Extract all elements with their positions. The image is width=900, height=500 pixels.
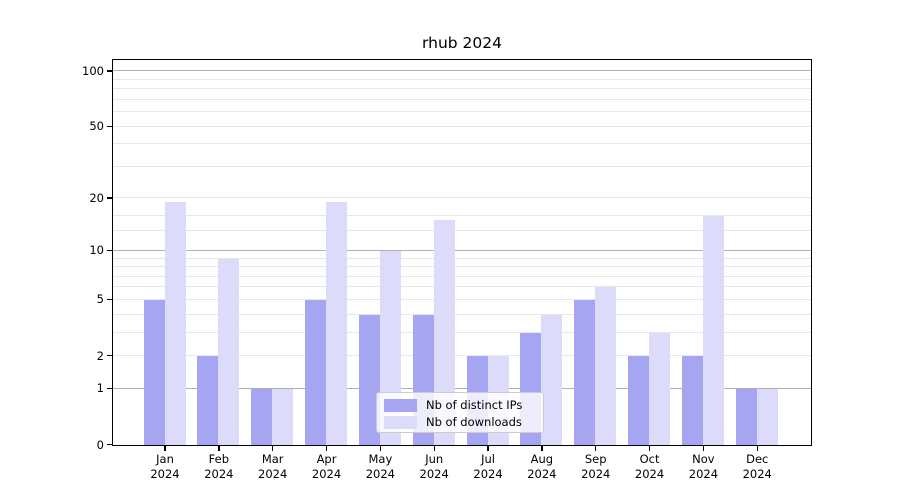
y-tick-label: 100 bbox=[82, 63, 104, 78]
y-tick-mark bbox=[107, 387, 112, 390]
gridline-minor bbox=[113, 98, 811, 100]
x-tick-mark bbox=[379, 446, 382, 451]
x-tick-mark bbox=[648, 446, 651, 451]
y-tick-label: 0 bbox=[96, 437, 104, 452]
legend-label-distinct-ips: Nb of distinct IPs bbox=[426, 398, 523, 412]
y-tick-mark bbox=[107, 249, 112, 252]
gridline-minor bbox=[113, 298, 811, 300]
y-tick-mark bbox=[107, 298, 112, 301]
gridline-minor bbox=[113, 125, 811, 127]
legend-swatch-distinct-ips-icon bbox=[384, 399, 417, 412]
bar-downloads bbox=[326, 202, 348, 445]
x-tick-mark bbox=[702, 446, 705, 451]
legend-item-downloads: Nb of downloads bbox=[384, 416, 543, 429]
legend: Nb of distinct IPs Nb of downloads bbox=[376, 392, 544, 433]
bar-downloads bbox=[649, 332, 671, 445]
bar-downloads bbox=[541, 314, 563, 445]
bar-distinct-ips bbox=[681, 356, 703, 445]
y-tick-label: 50 bbox=[89, 119, 104, 134]
y-tick-label: 5 bbox=[96, 292, 104, 307]
bar-distinct-ips bbox=[735, 388, 757, 445]
x-tick-mark bbox=[487, 446, 489, 451]
gridline-minor bbox=[113, 313, 811, 315]
bar-downloads bbox=[272, 388, 294, 445]
x-tick-mark bbox=[271, 446, 274, 451]
plot-area: Nb of distinct IPs Nb of downloads bbox=[112, 59, 812, 446]
gridline-minor bbox=[113, 275, 811, 277]
bar-distinct-ips bbox=[628, 356, 650, 445]
bar-distinct-ips bbox=[197, 356, 219, 445]
y-tick-mark bbox=[107, 444, 112, 446]
gridline-minor bbox=[113, 286, 811, 288]
gridline-minor bbox=[113, 230, 811, 232]
bar-downloads bbox=[218, 258, 240, 445]
x-tick-label: Mar 2024 bbox=[258, 452, 288, 481]
gridline-minor bbox=[113, 257, 811, 259]
bar-downloads bbox=[702, 215, 724, 445]
gridline-major bbox=[113, 70, 811, 72]
gridline-minor bbox=[113, 331, 811, 333]
gridline-minor bbox=[113, 78, 811, 80]
y-tick-label: 2 bbox=[96, 348, 104, 363]
bar-downloads bbox=[164, 202, 186, 445]
y-tick-mark bbox=[107, 197, 112, 199]
legend-item-distinct-ips: Nb of distinct IPs bbox=[384, 399, 543, 412]
x-tick-label: Feb 2024 bbox=[204, 452, 234, 481]
x-tick-mark bbox=[756, 446, 758, 451]
legend-swatch-downloads-icon bbox=[384, 416, 417, 429]
x-tick-mark bbox=[595, 446, 597, 451]
y-tick-mark bbox=[107, 70, 112, 72]
gridline-minor bbox=[113, 197, 811, 199]
gridline-minor bbox=[113, 143, 811, 145]
bar-downloads bbox=[595, 287, 617, 445]
bar-distinct-ips bbox=[305, 299, 327, 445]
gridline-minor bbox=[113, 214, 811, 216]
x-tick-mark bbox=[541, 446, 543, 451]
gridline-minor bbox=[113, 88, 811, 90]
gridline-minor bbox=[113, 266, 811, 268]
gridline-minor bbox=[113, 355, 811, 357]
x-tick-mark bbox=[164, 446, 166, 451]
gridline-major bbox=[113, 387, 811, 389]
y-tick-label: 1 bbox=[96, 381, 104, 396]
x-tick-label: Jul 2024 bbox=[473, 452, 503, 481]
bar-distinct-ips bbox=[574, 299, 596, 445]
gridline-minor bbox=[113, 111, 811, 113]
gridline-minor bbox=[113, 165, 811, 167]
y-tick-label: 10 bbox=[89, 243, 104, 258]
y-tick-mark bbox=[107, 125, 112, 127]
gridline-major bbox=[113, 249, 811, 251]
bar-downloads bbox=[433, 220, 455, 445]
bar-distinct-ips bbox=[143, 299, 165, 445]
x-tick-label: Sep 2024 bbox=[581, 452, 611, 481]
x-tick-mark bbox=[325, 446, 328, 451]
x-tick-mark bbox=[218, 446, 220, 451]
chart-title: rhub 2024 bbox=[422, 34, 502, 52]
x-tick-label: Jun 2024 bbox=[419, 452, 449, 481]
bar-distinct-ips bbox=[358, 314, 380, 445]
y-tick-label: 20 bbox=[89, 190, 104, 205]
y-tick-mark bbox=[107, 355, 112, 357]
x-tick-label: Aug 2024 bbox=[527, 452, 557, 481]
x-tick-label: May 2024 bbox=[365, 452, 395, 481]
x-tick-mark bbox=[433, 446, 435, 451]
x-tick-label: Apr 2024 bbox=[311, 452, 342, 481]
x-tick-label: Oct 2024 bbox=[634, 452, 665, 481]
legend-label-downloads: Nb of downloads bbox=[426, 415, 522, 429]
bar-distinct-ips bbox=[251, 388, 273, 445]
x-tick-label: Dec 2024 bbox=[742, 452, 772, 481]
x-tick-label: Nov 2024 bbox=[688, 452, 719, 481]
bar-downloads bbox=[756, 388, 778, 445]
x-tick-label: Jan 2024 bbox=[150, 452, 180, 481]
